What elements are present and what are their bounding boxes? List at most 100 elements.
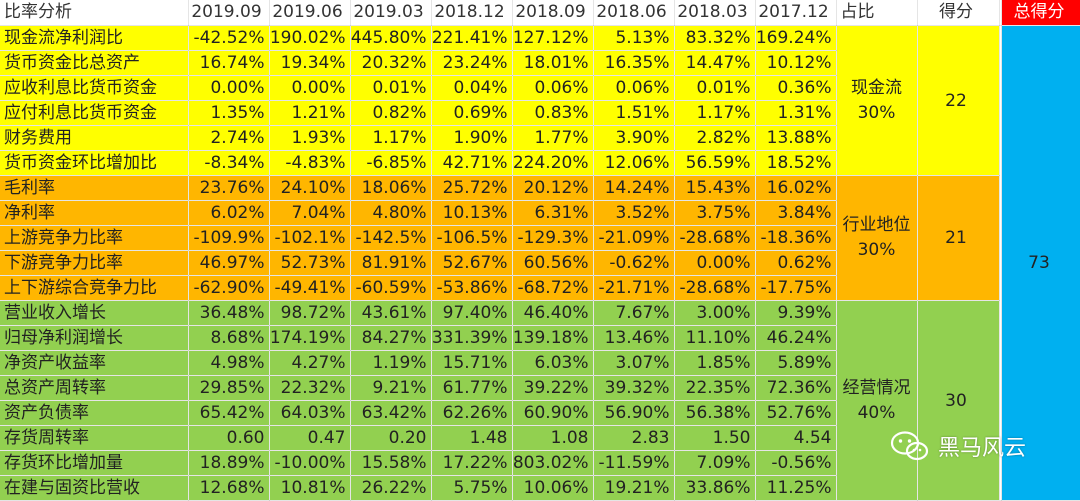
value-cell[interactable]: 0.00%: [188, 75, 270, 101]
value-cell[interactable]: 4.80%: [350, 200, 432, 226]
value-cell[interactable]: 0.60: [188, 425, 270, 451]
value-cell[interactable]: -6.85%: [350, 150, 432, 176]
value-cell[interactable]: 0.06%: [512, 75, 594, 101]
value-cell[interactable]: -11.59%: [593, 450, 675, 476]
metric-name[interactable]: 净资产收益率: [0, 350, 189, 376]
value-cell[interactable]: 174.19%: [269, 325, 351, 351]
value-cell[interactable]: 1.51%: [593, 100, 675, 126]
value-cell[interactable]: 9.39%: [755, 300, 837, 326]
value-cell[interactable]: -129.3%: [512, 225, 594, 251]
value-cell[interactable]: 190.02%: [269, 25, 351, 51]
value-cell[interactable]: 15.58%: [350, 450, 432, 476]
value-cell[interactable]: 224.20%: [512, 150, 594, 176]
value-cell[interactable]: 11.10%: [674, 325, 756, 351]
value-cell[interactable]: -60.59%: [350, 275, 432, 301]
value-cell[interactable]: 72.36%: [755, 375, 837, 401]
value-cell[interactable]: 52.67%: [431, 250, 513, 276]
value-cell[interactable]: 18.89%: [188, 450, 270, 476]
value-cell[interactable]: 46.97%: [188, 250, 270, 276]
metric-name[interactable]: 在建与固资比营收: [0, 475, 189, 501]
value-cell[interactable]: 0.01%: [350, 75, 432, 101]
value-cell[interactable]: 16.35%: [593, 50, 675, 76]
category-weight[interactable]: 经营情况40%: [836, 300, 918, 501]
value-cell[interactable]: 6.31%: [512, 200, 594, 226]
metric-name[interactable]: 净利率: [0, 200, 189, 226]
value-cell[interactable]: 1.19%: [350, 350, 432, 376]
value-cell[interactable]: 0.62%: [755, 250, 837, 276]
metric-name[interactable]: 现金流净利润比: [0, 25, 189, 51]
value-cell[interactable]: 17.22%: [431, 450, 513, 476]
value-cell[interactable]: -42.52%: [188, 25, 270, 51]
value-cell[interactable]: 0.20: [350, 425, 432, 451]
value-cell[interactable]: 64.03%: [269, 400, 351, 426]
value-cell[interactable]: 1.77%: [512, 125, 594, 151]
value-cell[interactable]: 0.00%: [674, 250, 756, 276]
value-cell[interactable]: 12.06%: [593, 150, 675, 176]
value-cell[interactable]: -102.1%: [269, 225, 351, 251]
value-cell[interactable]: 1.17%: [674, 100, 756, 126]
value-cell[interactable]: 84.27%: [350, 325, 432, 351]
value-cell[interactable]: 39.22%: [512, 375, 594, 401]
category-weight[interactable]: 现金流30%: [836, 25, 918, 176]
value-cell[interactable]: 0.36%: [755, 75, 837, 101]
value-cell[interactable]: 56.38%: [674, 400, 756, 426]
value-cell[interactable]: 3.90%: [593, 125, 675, 151]
value-cell[interactable]: 7.04%: [269, 200, 351, 226]
value-cell[interactable]: 46.40%: [512, 300, 594, 326]
value-cell[interactable]: 20.32%: [350, 50, 432, 76]
value-cell[interactable]: 1.93%: [269, 125, 351, 151]
category-score[interactable]: 21: [917, 175, 1000, 301]
value-cell[interactable]: 1.85%: [674, 350, 756, 376]
value-cell[interactable]: 14.24%: [593, 175, 675, 201]
value-cell[interactable]: 0.06%: [593, 75, 675, 101]
category-weight[interactable]: 行业地位30%: [836, 175, 918, 301]
value-cell[interactable]: 13.46%: [593, 325, 675, 351]
value-cell[interactable]: 81.91%: [350, 250, 432, 276]
value-cell[interactable]: 0.04%: [431, 75, 513, 101]
value-cell[interactable]: 29.85%: [188, 375, 270, 401]
value-cell[interactable]: 9.21%: [350, 375, 432, 401]
value-cell[interactable]: -18.36%: [755, 225, 837, 251]
value-cell[interactable]: 10.12%: [755, 50, 837, 76]
metric-name[interactable]: 应收利息比货币资金: [0, 75, 189, 101]
value-cell[interactable]: 1.48: [431, 425, 513, 451]
value-cell[interactable]: 52.76%: [755, 400, 837, 426]
metric-name[interactable]: 上下游综合竞争力比: [0, 275, 189, 301]
value-cell[interactable]: 127.12%: [512, 25, 594, 51]
value-cell[interactable]: -17.75%: [755, 275, 837, 301]
value-cell[interactable]: -10.00%: [269, 450, 351, 476]
metric-name[interactable]: 应付利息比货币资金: [0, 100, 189, 126]
metric-name[interactable]: 财务费用: [0, 125, 189, 151]
value-cell[interactable]: -0.56%: [755, 450, 837, 476]
value-cell[interactable]: 1.31%: [755, 100, 837, 126]
value-cell[interactable]: 62.26%: [431, 400, 513, 426]
value-cell[interactable]: 1.08: [512, 425, 594, 451]
value-cell[interactable]: 5.75%: [431, 475, 513, 501]
value-cell[interactable]: 83.32%: [674, 25, 756, 51]
value-cell[interactable]: -28.68%: [674, 225, 756, 251]
value-cell[interactable]: 60.56%: [512, 250, 594, 276]
value-cell[interactable]: 22.35%: [674, 375, 756, 401]
value-cell[interactable]: 7.67%: [593, 300, 675, 326]
value-cell[interactable]: 5.13%: [593, 25, 675, 51]
metric-name[interactable]: 货币资金比总资产: [0, 50, 189, 76]
value-cell[interactable]: -106.5%: [431, 225, 513, 251]
value-cell[interactable]: 0.82%: [350, 100, 432, 126]
value-cell[interactable]: 42.71%: [431, 150, 513, 176]
value-cell[interactable]: 3.84%: [755, 200, 837, 226]
value-cell[interactable]: 20.12%: [512, 175, 594, 201]
value-cell[interactable]: 60.90%: [512, 400, 594, 426]
value-cell[interactable]: 10.13%: [431, 200, 513, 226]
value-cell[interactable]: 43.61%: [350, 300, 432, 326]
value-cell[interactable]: 3.52%: [593, 200, 675, 226]
value-cell[interactable]: 10.81%: [269, 475, 351, 501]
value-cell[interactable]: 5.89%: [755, 350, 837, 376]
value-cell[interactable]: 8.68%: [188, 325, 270, 351]
value-cell[interactable]: 18.52%: [755, 150, 837, 176]
metric-name[interactable]: 货币资金环比增加比: [0, 150, 189, 176]
metric-name[interactable]: 归母净利润增长: [0, 325, 189, 351]
value-cell[interactable]: 2.83: [593, 425, 675, 451]
value-cell[interactable]: 6.02%: [188, 200, 270, 226]
value-cell[interactable]: 0.69%: [431, 100, 513, 126]
value-cell[interactable]: 0.83%: [512, 100, 594, 126]
